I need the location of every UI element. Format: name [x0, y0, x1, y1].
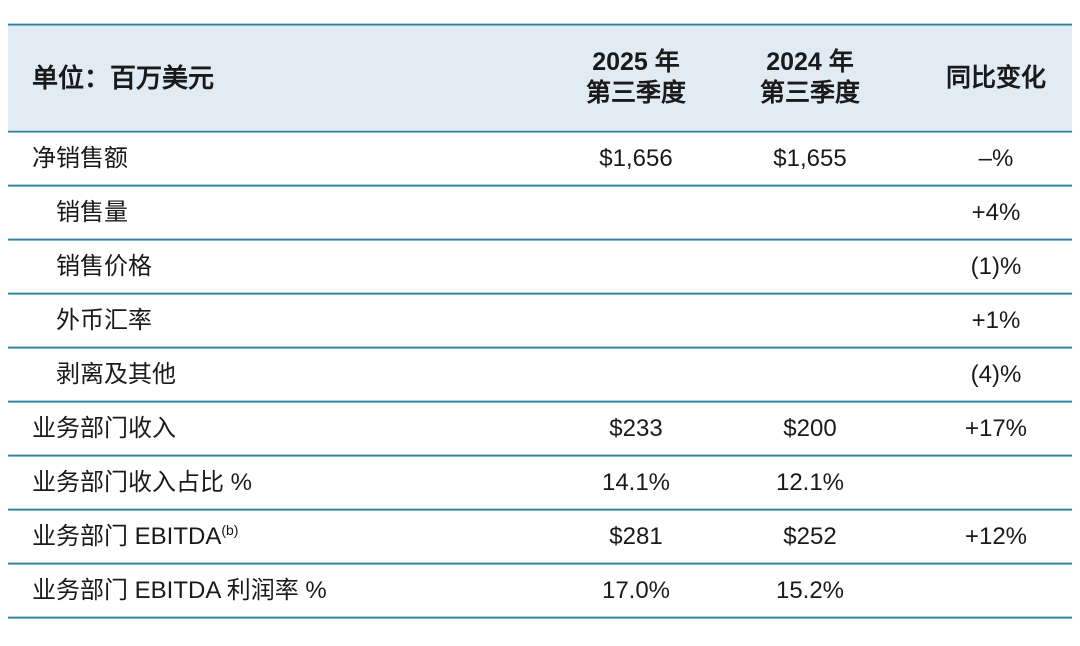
- column-header-line2: 第三季度: [759, 79, 860, 107]
- table-row: 业务部门收入占比 % 14.1% 12.1%: [8, 457, 1072, 508]
- value-yoy-change: –%: [978, 144, 1014, 172]
- row-label: 外币汇率: [56, 306, 152, 334]
- divider: [8, 346, 1072, 349]
- row-label-cell: 业务部门收入占比 %: [8, 468, 548, 498]
- value-yoy-change: +17%: [964, 414, 1028, 442]
- value-2024-q3: $1,655: [773, 144, 847, 172]
- unit-header: 单位：百万美元: [32, 62, 215, 93]
- table-row: 销售量 +4%: [8, 187, 1072, 238]
- divider: [8, 184, 1072, 187]
- value-2025-q3: 17.0%: [601, 576, 671, 604]
- column-header-line1: 2024 年: [766, 48, 854, 76]
- value-yoy-change: +12%: [964, 522, 1028, 550]
- divider: [8, 508, 1072, 511]
- value-2024-q3: $200: [783, 414, 837, 442]
- column-header-yoy-change: 同比变化: [896, 63, 1072, 94]
- column-header-2025-q3: 2025 年 第三季度: [548, 47, 724, 109]
- table-row: 净销售额 $1,656 $1,655 –%: [8, 133, 1072, 184]
- column-header-line1: 同比变化: [945, 63, 1046, 92]
- row-label: 业务部门 EBITDA 利润率 %: [32, 576, 327, 604]
- divider: [8, 238, 1072, 241]
- value-2024-q3: $252: [783, 522, 837, 550]
- row-label: 业务部门收入占比 %: [32, 468, 253, 496]
- row-label-superscript: (b): [221, 521, 239, 538]
- value-2025-q3: $233: [609, 414, 663, 442]
- row-label-cell: 净销售额: [8, 144, 548, 174]
- value-2024-q3: 12.1%: [775, 468, 845, 496]
- row-label-cell: 业务部门 EBITDA(b): [8, 522, 548, 552]
- table-header-row: 单位：百万美元 2025 年 第三季度 2024 年 第三季度 同比变化: [8, 26, 1072, 130]
- row-label: 业务部门收入: [32, 414, 176, 442]
- table-row: 剥离及其他 (4)%: [8, 349, 1072, 400]
- row-label-cell: 销售价格: [8, 252, 548, 282]
- value-2025-q3: $1,656: [599, 144, 673, 172]
- financial-summary-table: 单位：百万美元 2025 年 第三季度 2024 年 第三季度 同比变化 净销售…: [8, 23, 1072, 619]
- table-row: 业务部门收入 $233 $200 +17%: [8, 403, 1072, 454]
- row-label: 业务部门 EBITDA: [32, 522, 222, 550]
- value-2025-q3: $281: [609, 522, 663, 550]
- value-yoy-change: +1%: [971, 306, 1021, 334]
- column-header-2024-q3: 2024 年 第三季度: [724, 47, 896, 109]
- divider: [8, 454, 1072, 457]
- table-row: 业务部门 EBITDA(b) $281 $252 +12%: [8, 511, 1072, 562]
- value-2025-q3: 14.1%: [601, 468, 671, 496]
- value-yoy-change: (4)%: [970, 360, 1022, 388]
- divider: [8, 562, 1072, 565]
- row-label: 销售量: [56, 198, 128, 226]
- table-row: 业务部门 EBITDA 利润率 % 17.0% 15.2%: [8, 565, 1072, 616]
- value-2024-q3: 15.2%: [775, 576, 845, 604]
- table-row: 销售价格 (1)%: [8, 241, 1072, 292]
- table-body: 净销售额 $1,656 $1,655 –% 销售量 +4% 销售价格 (1)% …: [8, 133, 1072, 619]
- row-label-cell: 销售量: [8, 198, 548, 228]
- row-label: 销售价格: [56, 252, 152, 280]
- value-yoy-change: +4%: [971, 198, 1021, 226]
- row-label-cell: 剥离及其他: [8, 360, 548, 390]
- column-header-line1: 2025 年: [592, 48, 680, 76]
- row-label: 剥离及其他: [56, 360, 176, 388]
- row-label-cell: 业务部门 EBITDA 利润率 %: [8, 576, 548, 606]
- value-yoy-change: (1)%: [970, 252, 1022, 280]
- column-header-line2: 第三季度: [585, 79, 686, 107]
- divider: [8, 292, 1072, 295]
- table-row: 外币汇率 +1%: [8, 295, 1072, 346]
- row-label: 净销售额: [32, 144, 128, 172]
- divider-top: [8, 23, 1072, 26]
- divider: [8, 400, 1072, 403]
- divider: [8, 616, 1072, 619]
- row-label-cell: 业务部门收入: [8, 414, 548, 444]
- divider-header-bottom: [8, 130, 1072, 133]
- row-label-cell: 外币汇率: [8, 306, 548, 336]
